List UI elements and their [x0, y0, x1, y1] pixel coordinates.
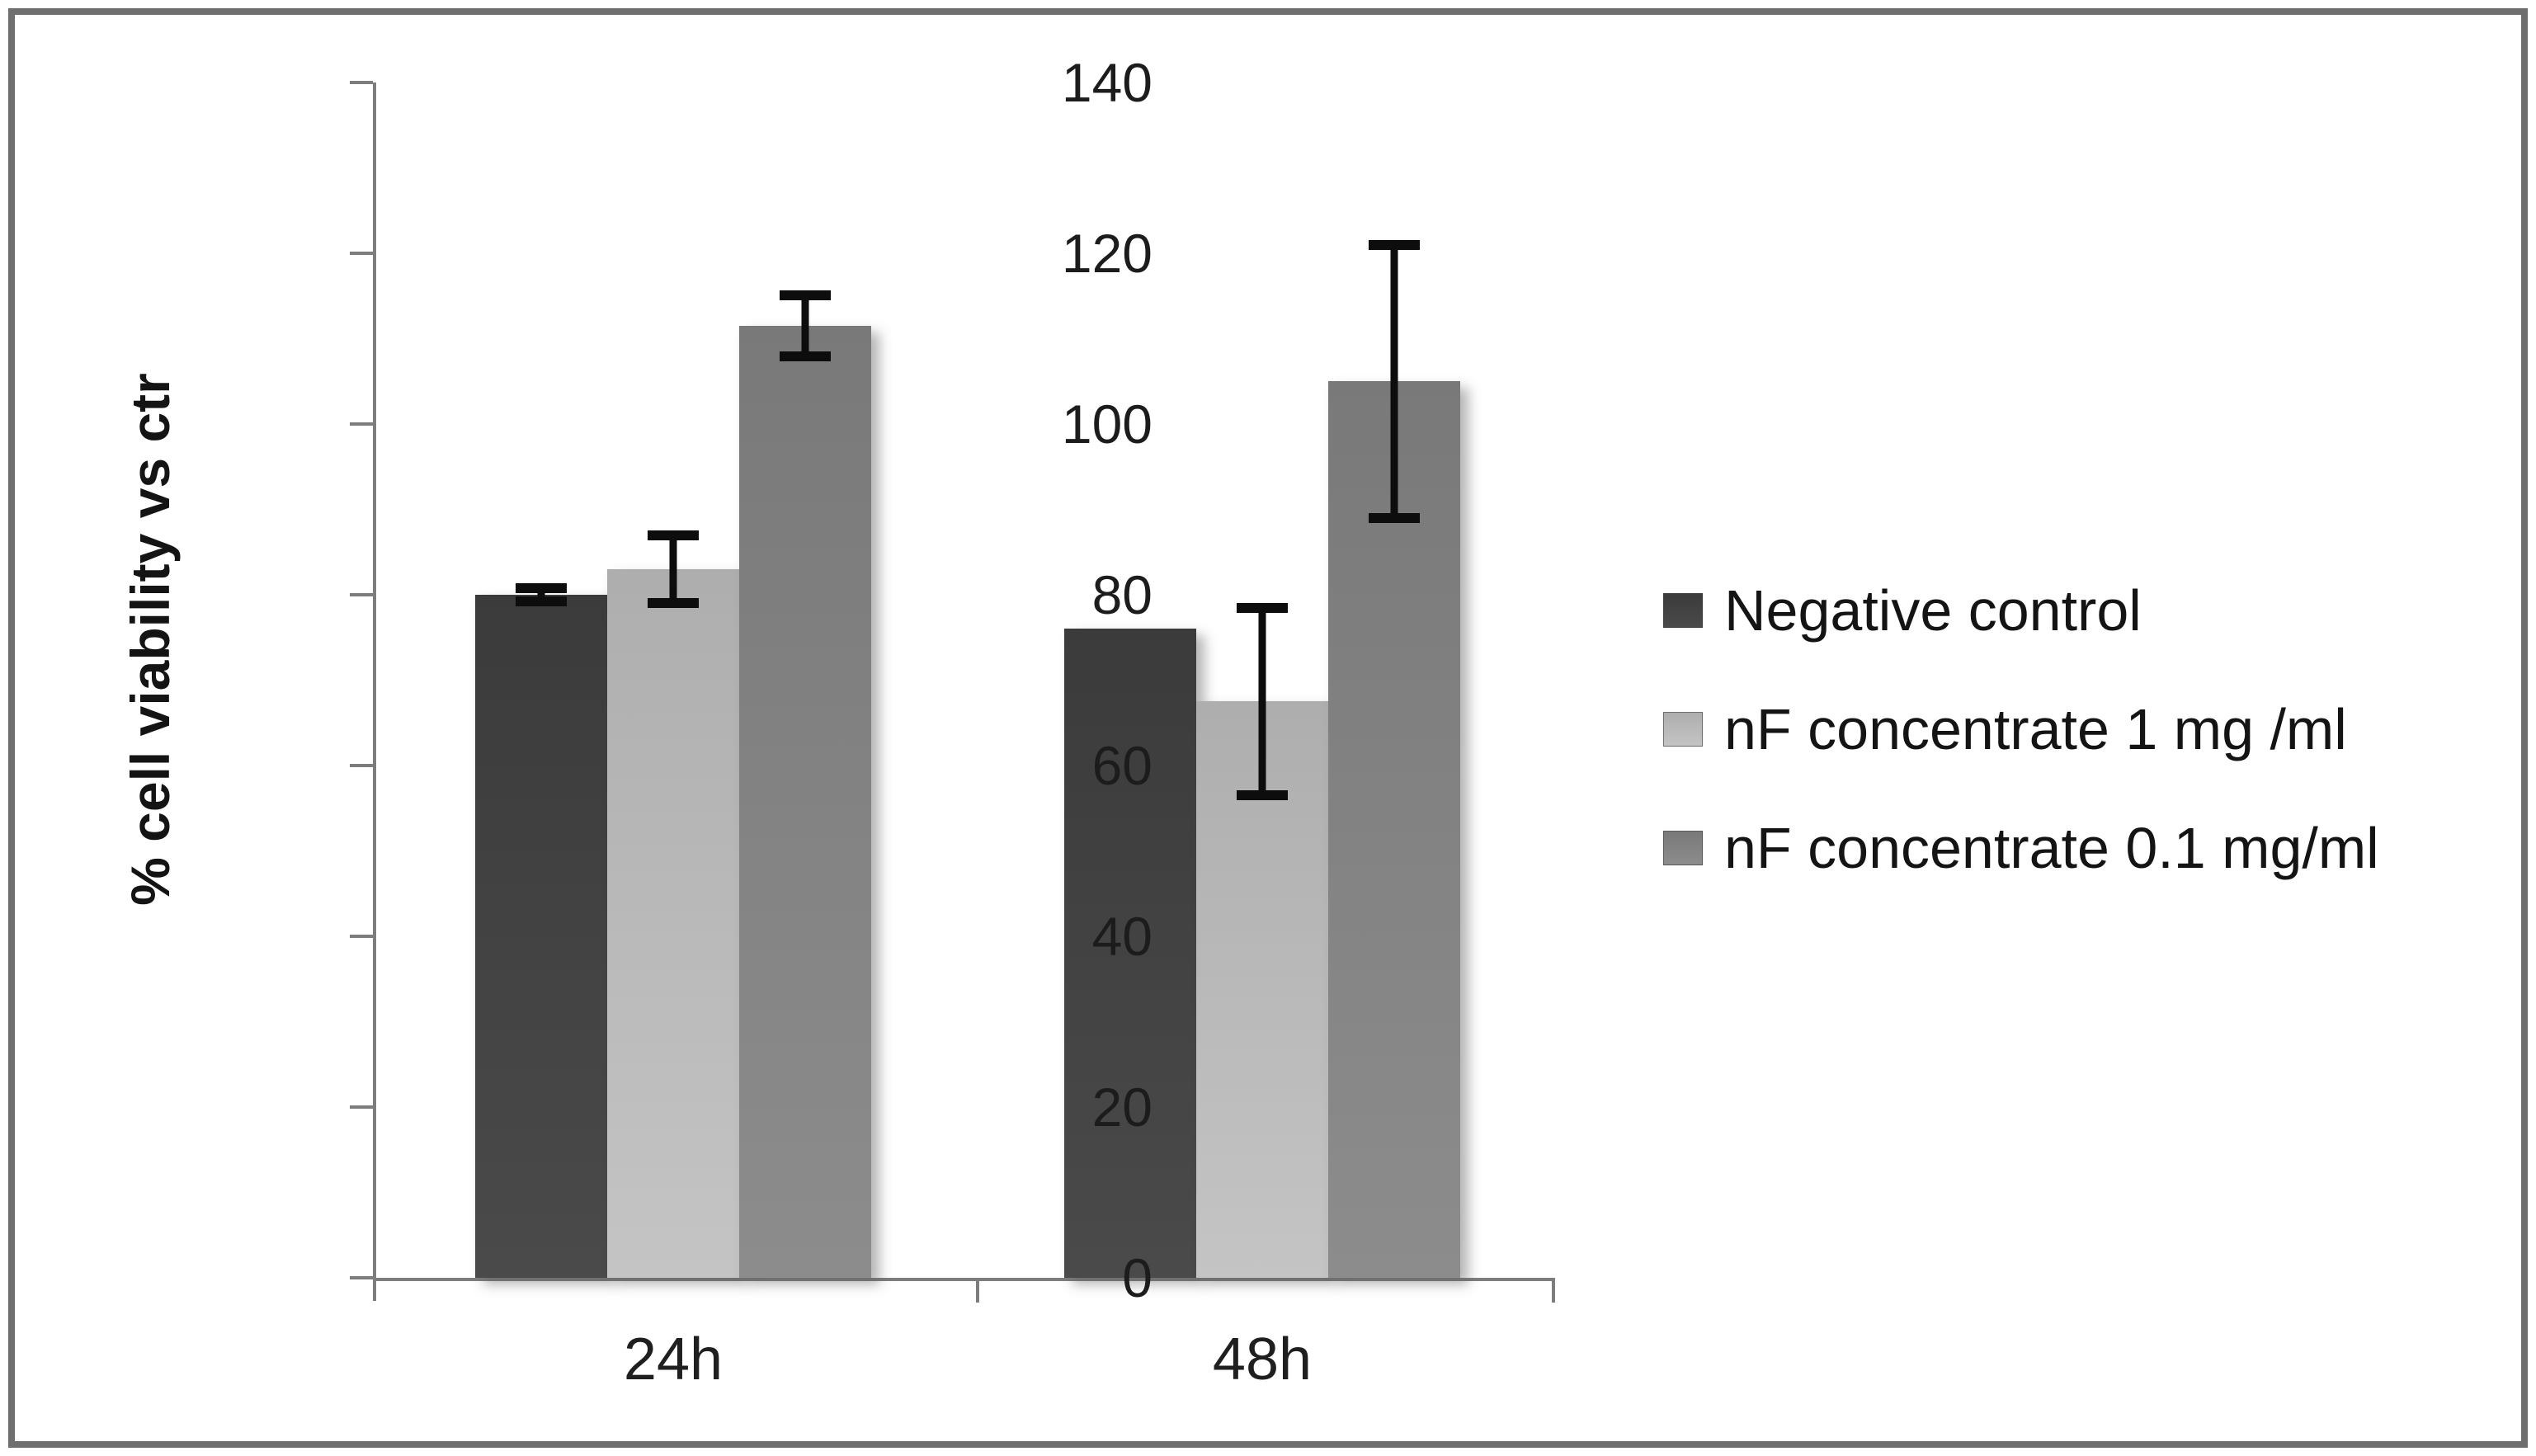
- legend-swatch: [1663, 831, 1703, 865]
- y-tick-mark: [350, 935, 373, 938]
- legend-item: Negative control: [1663, 577, 2379, 643]
- bar-48h-negative-control: [1064, 629, 1196, 1278]
- error-bar-line: [1258, 607, 1266, 796]
- error-bar-cap: [516, 596, 567, 607]
- bar-slot: [1328, 82, 1460, 1278]
- y-tick-label: 80: [1091, 564, 1153, 625]
- error-bar-line: [801, 294, 809, 357]
- x-category-label-48h: 48h: [1212, 1326, 1313, 1392]
- bar-group-24h: [475, 82, 871, 1278]
- bar-48h-nf-concentrate-0-1-mg-ml: [1328, 381, 1460, 1278]
- error-bar-cap: [780, 351, 831, 362]
- error-bar-line: [669, 535, 677, 604]
- error-bar-line: [1390, 244, 1398, 518]
- error-bar-cap: [1237, 602, 1288, 613]
- error-bar-cap: [648, 598, 699, 609]
- y-tick-mark: [350, 593, 373, 596]
- error-bar-cap: [1369, 239, 1420, 250]
- y-axis-line: [373, 82, 376, 1301]
- y-tick-mark: [350, 81, 373, 84]
- y-tick-label: 120: [1061, 223, 1153, 284]
- error-bar-cap: [1369, 512, 1420, 523]
- x-axis-line: [373, 1278, 1555, 1281]
- legend-item: nF concentrate 0.1 mg/ml: [1663, 815, 2379, 881]
- error-bar-cap: [648, 530, 699, 540]
- error-bar-cap: [1237, 790, 1288, 801]
- y-axis-title: % cell viability vs ctr: [120, 373, 181, 906]
- bar-slot: [1064, 82, 1196, 1278]
- error-bar-cap: [516, 582, 567, 593]
- x-category-label-24h: 24h: [623, 1326, 724, 1392]
- error-bar-line: [537, 587, 545, 602]
- legend-label: nF concentrate 1 mg /ml: [1724, 697, 2347, 761]
- legend: Negative control nF concentrate 1 mg /ml n…: [1663, 577, 2379, 881]
- y-tick-label: 140: [1061, 52, 1153, 113]
- legend-item: nF concentrate 1 mg /ml: [1663, 696, 2379, 762]
- x-tick-mark: [1552, 1278, 1555, 1303]
- y-tick-label: 60: [1091, 735, 1153, 796]
- y-tick-mark: [350, 1105, 373, 1109]
- legend-label: Negative control: [1724, 578, 2142, 643]
- legend-label: nF concentrate 0.1 mg/ml: [1724, 816, 2379, 880]
- legend-swatch: [1663, 593, 1703, 628]
- x-tick-mark: [976, 1278, 979, 1303]
- bar-slot: [607, 82, 739, 1278]
- legend-swatch: [1663, 712, 1703, 747]
- bar-group-48h: [1064, 82, 1460, 1278]
- y-tick-label: 100: [1061, 393, 1153, 455]
- bar-24h-nf-concentrate-0-1-mg-ml: [739, 325, 871, 1278]
- plot-area: 24h 48h 0 20 40 60 80 100 120 140: [350, 52, 1555, 1392]
- y-tick-mark: [350, 764, 373, 767]
- bar-slot: [739, 82, 871, 1278]
- y-tick-mark: [350, 422, 373, 426]
- bar-24h-nf-concentrate-1-mg-ml: [607, 568, 739, 1278]
- error-bar-cap: [780, 290, 831, 300]
- bar-24h-negative-control: [475, 595, 607, 1278]
- bar-slot: [1196, 82, 1328, 1278]
- bar-slot: [475, 82, 607, 1278]
- y-tick-label: 20: [1091, 1077, 1153, 1138]
- y-tick-mark: [350, 1276, 373, 1279]
- y-tick-mark: [350, 252, 373, 255]
- y-tick-label: 40: [1091, 906, 1153, 967]
- y-tick-label: 0: [1122, 1247, 1153, 1308]
